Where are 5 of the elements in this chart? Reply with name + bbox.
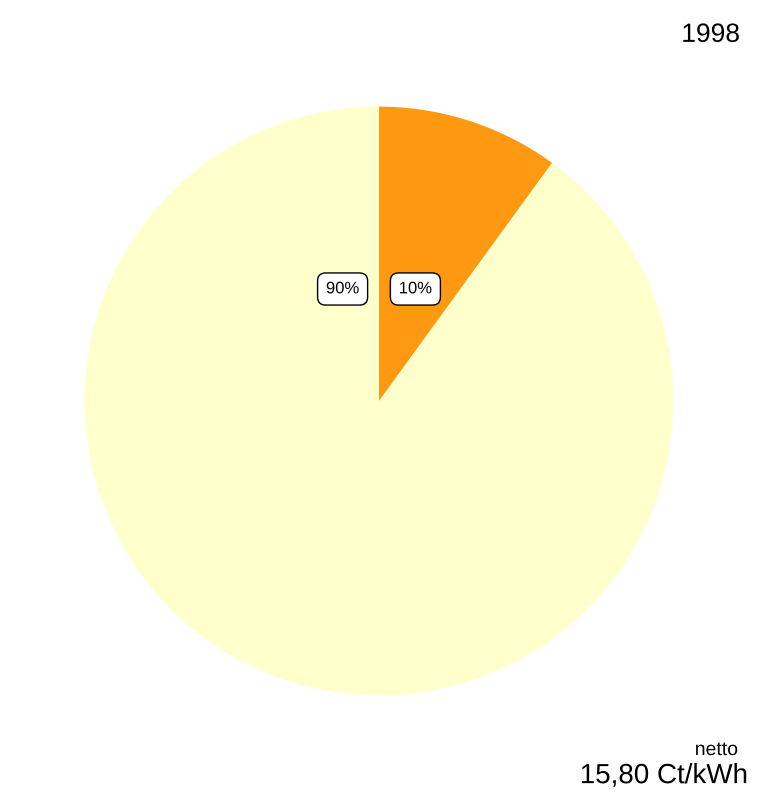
text: 15,80 Ct/kWh	[582, 763, 746, 787]
data-label: 90%	[326, 282, 359, 294]
data-label: 10%	[400, 282, 432, 294]
chart-title: 1998	[683, 23, 739, 42]
text: netto	[696, 742, 738, 756]
